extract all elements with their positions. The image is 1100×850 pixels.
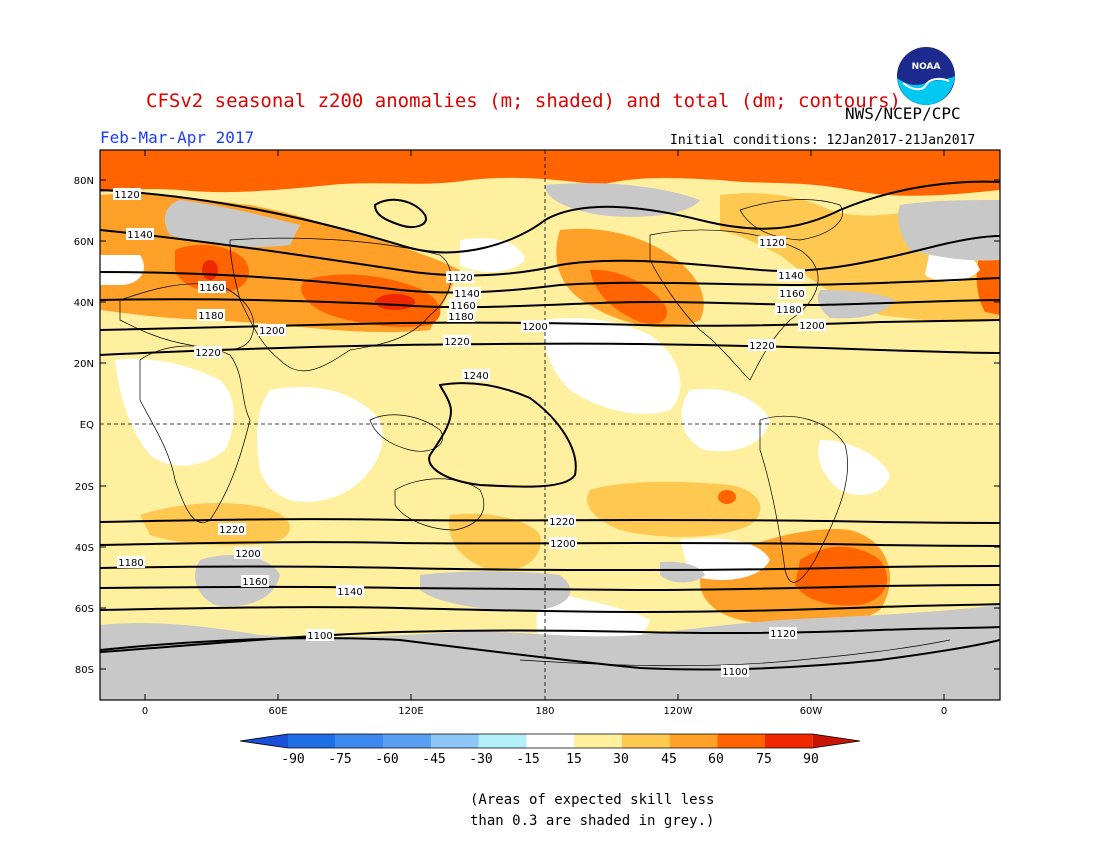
contour-label: 1160	[199, 283, 224, 294]
contour-label: 1140	[778, 271, 803, 282]
contour-label: 1160	[450, 301, 475, 312]
colorbar-tick: -15	[516, 752, 539, 767]
colorbar-tick: -60	[375, 752, 398, 767]
agency-label: NWS/NCEP/CPC	[845, 104, 961, 123]
lon-label-0: 0	[142, 706, 148, 717]
colorbar-bin	[478, 734, 527, 748]
contour-label: 1100	[722, 667, 747, 678]
contour-label: 1140	[337, 587, 362, 598]
colorbar-tick: -30	[469, 752, 492, 767]
contour-label: 1120	[759, 238, 784, 249]
contour-label: 1200	[550, 539, 575, 550]
colorbar-tick: 90	[803, 752, 819, 767]
contour-label: 1180	[118, 558, 143, 569]
contour-label: 1200	[799, 321, 824, 332]
lat-label-20n: 20N	[74, 359, 94, 370]
contour-label: 1160	[779, 289, 804, 300]
contour-label: 1120	[114, 190, 139, 201]
colorbar-tick: -45	[422, 752, 445, 767]
contour-label: 1200	[259, 326, 284, 337]
skill-footnote: (Areas of expected skill less than 0.3 a…	[470, 790, 714, 832]
longitude-axis: 0 60E 120E 180 120W 60W 0	[142, 150, 947, 717]
lat-label-20s: 20S	[75, 482, 94, 493]
lat-label-40n: 40N	[74, 298, 94, 309]
logo-text: NOAA	[912, 62, 941, 72]
contour-label: 1120	[770, 629, 795, 640]
colorbar-bin	[431, 734, 479, 748]
contour-label: 1200	[522, 322, 547, 333]
lon-label-120e: 120E	[398, 706, 423, 717]
contour-label: 1220	[219, 525, 244, 536]
contour-label: 1140	[127, 230, 152, 241]
lat-label-80s: 80S	[75, 665, 94, 676]
contour-label: 1200	[235, 549, 260, 560]
colorbar-pos-arrow	[812, 734, 860, 748]
colorbar-tick: 45	[661, 752, 677, 767]
contour-label: 1100	[307, 631, 332, 642]
contour-label: 1220	[195, 348, 220, 359]
lon-label-120w: 120W	[664, 706, 693, 717]
colorbar-bin	[765, 734, 813, 748]
contour-label: 1160	[242, 577, 267, 588]
lon-label-0-east: 0	[941, 706, 947, 717]
colorbar-bin	[717, 734, 765, 748]
anomaly-shading	[100, 150, 1000, 700]
footnote-line-1: (Areas of expected skill less	[470, 792, 715, 808]
lon-label-180: 180	[535, 706, 554, 717]
contour-label: 1240	[463, 371, 488, 382]
colorbar-tick: 15	[566, 752, 582, 767]
height-contours	[100, 180, 1000, 671]
contour-label: 1120	[447, 273, 472, 284]
lat-label-60n: 60N	[74, 237, 94, 248]
contour-label: 1180	[776, 305, 801, 316]
initial-conditions: Initial conditions: 12Jan2017-21Jan2017	[670, 133, 976, 148]
contour-label: 1220	[749, 341, 774, 352]
contour-label: 1220	[444, 337, 469, 348]
contour-labels: 1100 1100 1120 1120 1120 1120 1140 1140 …	[113, 188, 826, 678]
colorbar-bin	[383, 734, 432, 748]
lat-label-40s: 40S	[75, 543, 94, 554]
colorbar-bin	[574, 734, 622, 748]
page-title: CFSv2 seasonal z200 anomalies (m; shaded…	[146, 90, 901, 112]
colorbar-tick: 60	[708, 752, 724, 767]
colorbar-bin	[621, 734, 670, 748]
colorbar-bin	[288, 734, 336, 748]
map-frame	[99, 149, 1001, 701]
latitude-axis: 80N 60N 40N 20N EQ 20S 40S 60S 80S	[74, 176, 1000, 676]
forecast-period: Feb-Mar-Apr 2017	[100, 128, 255, 147]
lat-label-80n: 80N	[74, 176, 94, 187]
lat-label-eq: EQ	[80, 420, 94, 431]
colorbar-bin	[526, 734, 575, 748]
contour-label: 1180	[198, 311, 223, 322]
lat-label-60s: 60S	[75, 604, 94, 615]
lon-label-60w: 60W	[800, 706, 823, 717]
colorbar: -90 -75 -60 -45 -30 -15 15 30 45 60 75 9…	[239, 733, 861, 767]
colorbar-tick: -75	[328, 752, 351, 767]
colorbar-neg-arrow	[240, 734, 288, 748]
contour-label: 1180	[448, 312, 473, 323]
colorbar-tick: 30	[613, 752, 629, 767]
colorbar-tick: -90	[281, 752, 304, 767]
contour-label: 1140	[454, 289, 479, 300]
lon-label-60e: 60E	[268, 706, 287, 717]
colorbar-bin	[669, 734, 718, 748]
contour-label: 1220	[549, 517, 574, 528]
colorbar-bin	[335, 734, 384, 748]
footnote-line-2: than 0.3 are shaded in grey.)	[470, 813, 715, 829]
noaa-logo: NOAA	[897, 47, 955, 105]
colorbar-tick: 75	[756, 752, 772, 767]
